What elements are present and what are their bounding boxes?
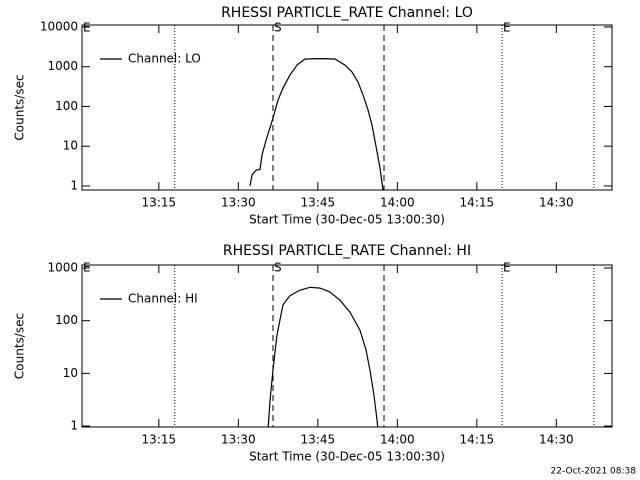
chart-title: RHESSI PARTICLE_RATE Channel: LO: [221, 5, 473, 21]
y-axis-label: Counts/sec: [13, 313, 27, 379]
panel: RHESSI PARTICLE_RATE Channel: LO Start Ti…: [13, 5, 613, 227]
legend-label: Channel: HI: [128, 292, 198, 306]
y-tick-label: 100: [55, 313, 78, 327]
flag-label: E: [503, 261, 511, 275]
x-tick-label: 13:15: [142, 196, 177, 210]
x-tick-label: 13:30: [221, 433, 256, 447]
y-tick-label: 10: [63, 366, 78, 380]
x-tick-label: 14:30: [539, 433, 574, 447]
x-axis-label: Start Time (30-Dec-05 13:00:30): [249, 450, 445, 464]
flag-label: S: [274, 261, 282, 275]
x-tick-label: 13:45: [301, 196, 336, 210]
flag-label: E: [503, 21, 511, 35]
chart-title: RHESSI PARTICLE_RATE Channel: HI: [223, 243, 471, 259]
plot-frame: [81, 24, 613, 191]
x-tick-label: 14:15: [460, 196, 495, 210]
y-tick-label: 10000: [40, 19, 78, 33]
x-tick-label: 14:30: [539, 196, 574, 210]
y-tick-label: 10: [63, 139, 78, 153]
flag-label: E: [83, 21, 91, 35]
y-tick-label: 1: [70, 178, 78, 192]
x-tick-label: 13:15: [142, 433, 177, 447]
x-tick-label: 14:00: [380, 433, 415, 447]
timestamp: 22-Oct-2021 08:38: [551, 467, 637, 477]
y-axis-label: Counts/sec: [13, 74, 27, 140]
x-tick-label: 13:30: [221, 196, 256, 210]
y-tick-label: 1: [70, 419, 78, 433]
flag-label: E: [83, 261, 91, 275]
x-axis-label: Start Time (30-Dec-05 13:00:30): [249, 213, 445, 227]
data-line: [249, 57, 384, 190]
plot-frame: [81, 264, 613, 428]
x-tick-label: 13:45: [301, 433, 336, 447]
y-tick-label: 1000: [47, 59, 78, 73]
flag-label: S: [274, 21, 282, 35]
x-tick-label: 14:00: [380, 196, 415, 210]
x-tick-label: 14:15: [460, 433, 495, 447]
data-line: [267, 286, 379, 427]
legend-label: Channel: LO: [128, 52, 201, 66]
y-tick-label: 100: [55, 99, 78, 113]
y-tick-label: 1000: [47, 260, 78, 274]
panel: RHESSI PARTICLE_RATE Channel: HI Start Ti…: [13, 243, 613, 464]
